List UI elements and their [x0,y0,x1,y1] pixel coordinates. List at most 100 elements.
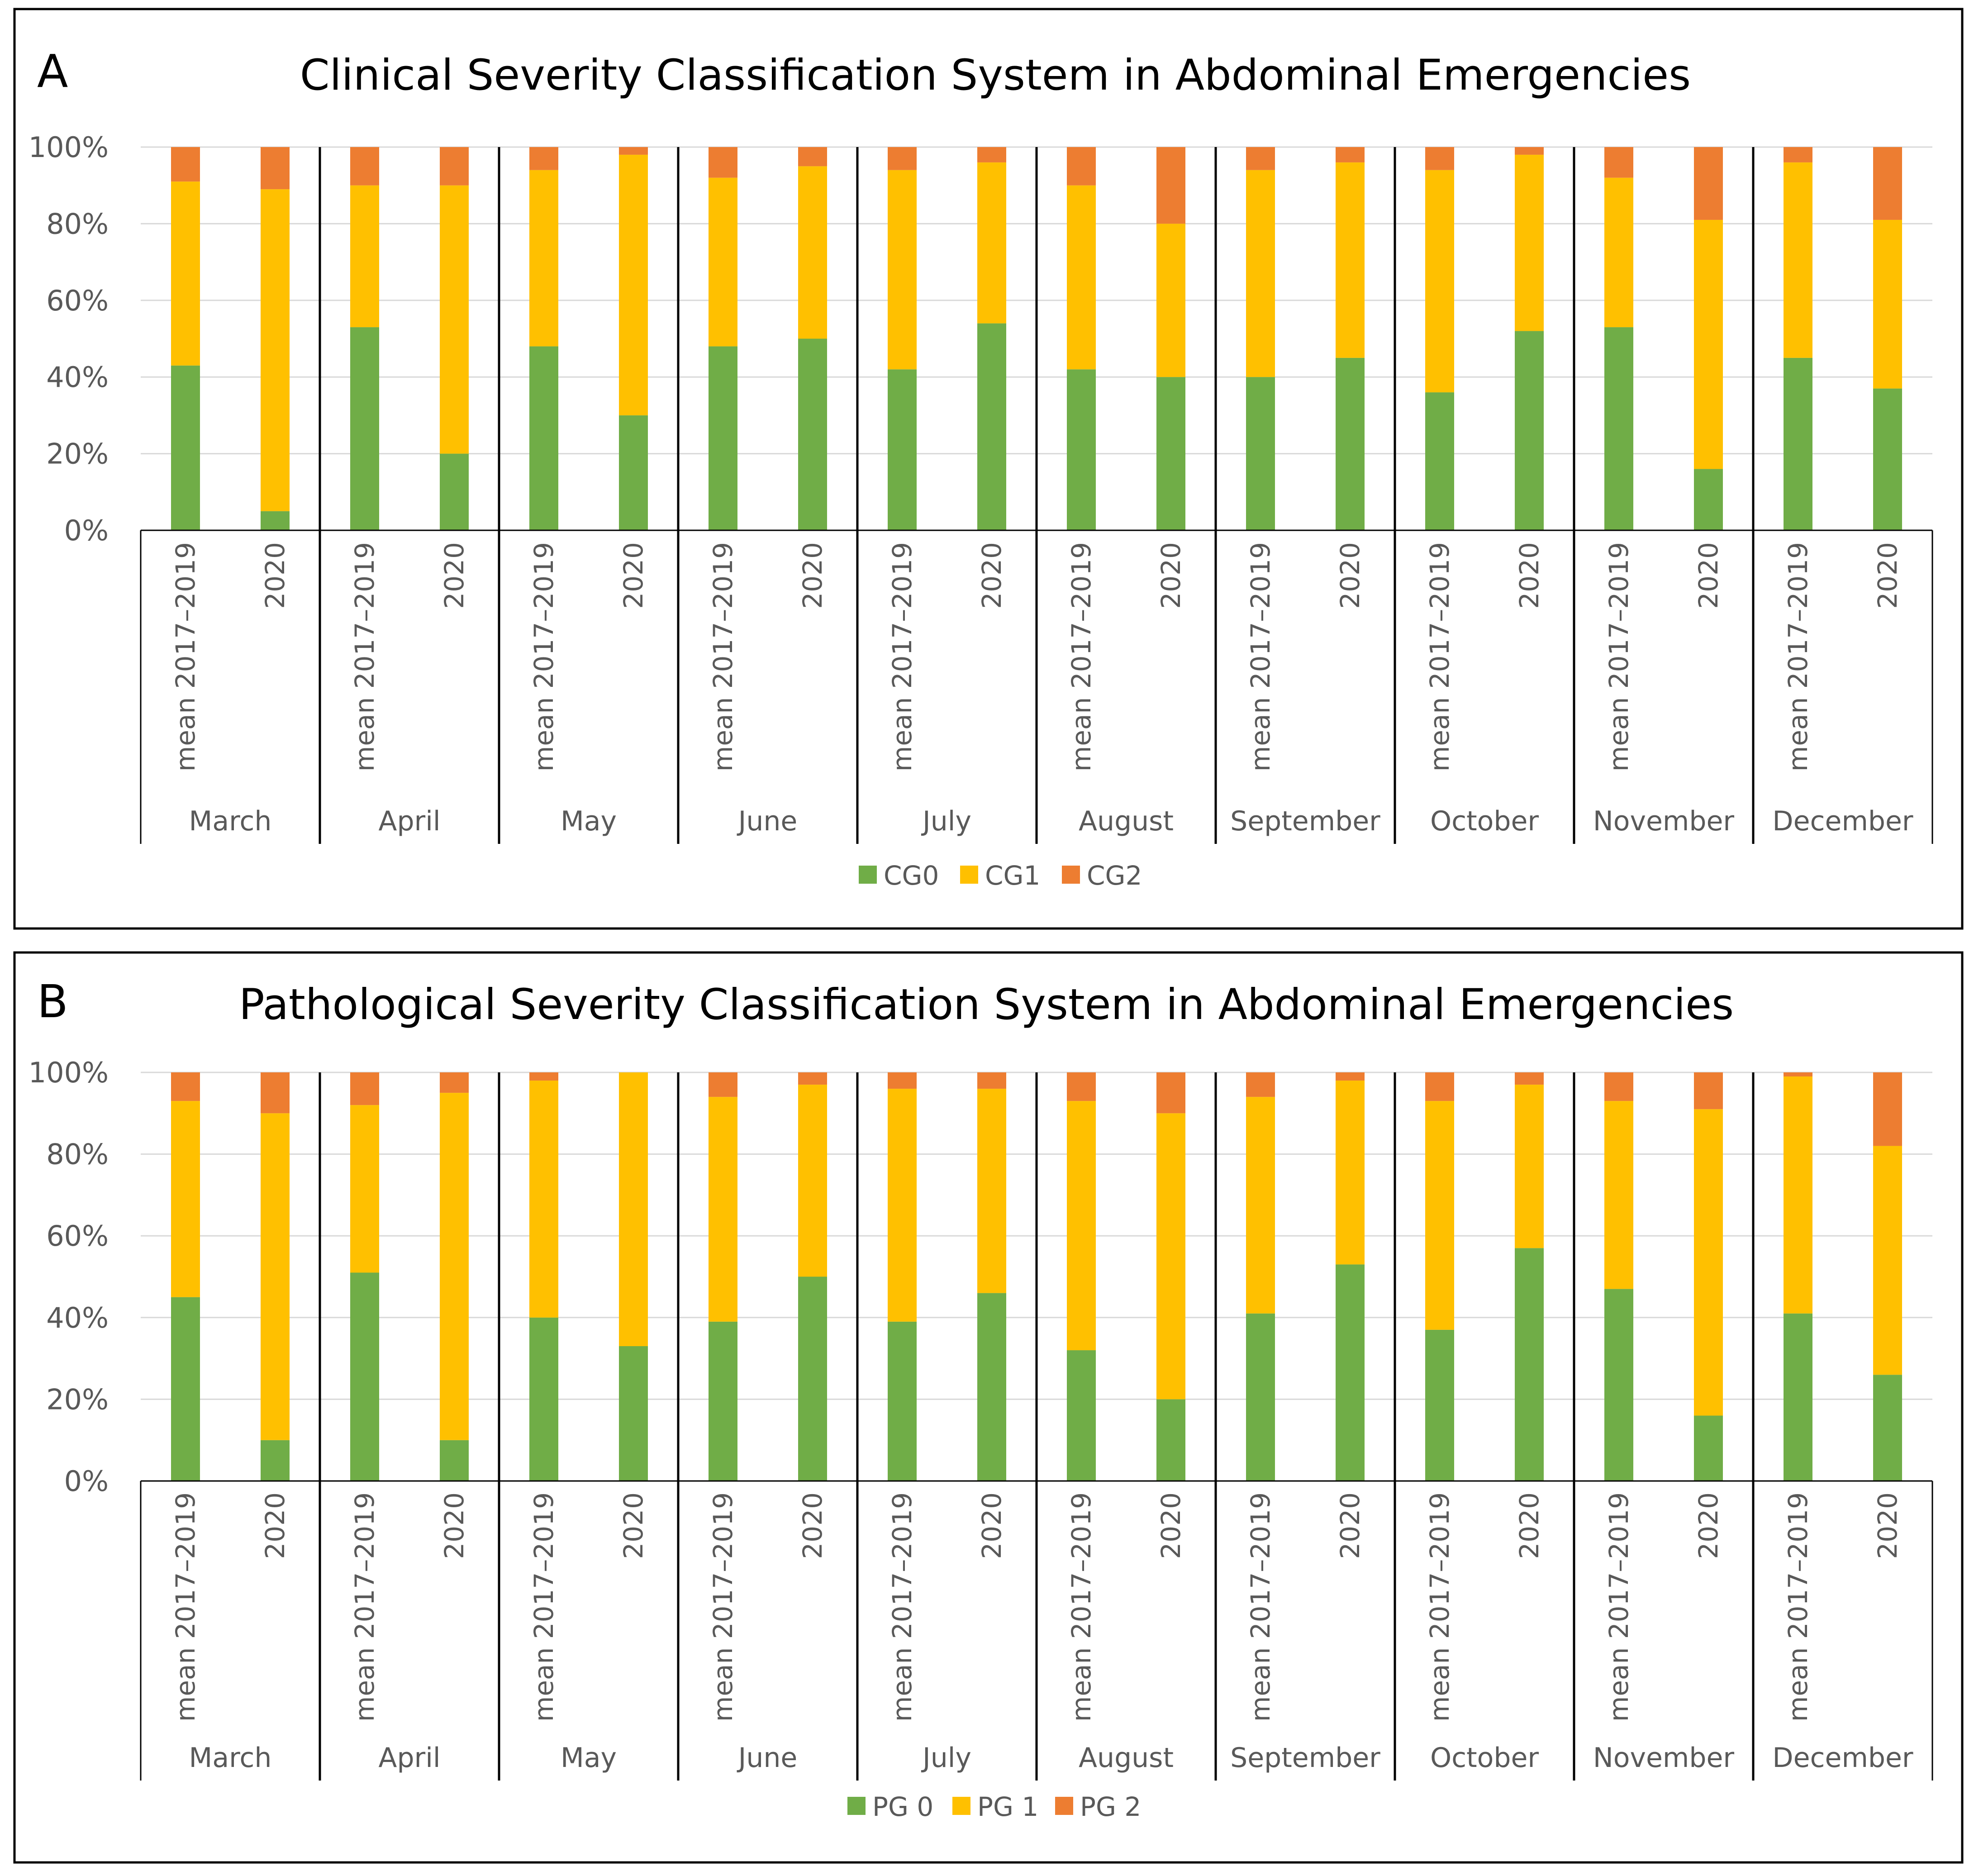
bar-segment-pg2 [261,1072,290,1114]
bar-segment-cg2 [977,147,1006,162]
bar-segment-cg0 [1873,388,1902,530]
x-tick-label: 2020 [1693,1492,1724,1559]
legend-swatch [1055,1797,1073,1815]
x-tick-label: 2020 [1335,542,1365,609]
bar-segment-cg0 [1336,357,1365,530]
bar-segment-pg1 [1604,1101,1633,1289]
bar-segment-cg0 [1067,369,1096,530]
bar-segment-cg2 [1784,147,1812,162]
plot-area: 0% 20% 40% 60% 80% 100% mean 2017–2019 2020 mean… [29,1056,1933,1781]
x-tick-label: mean 2017–2019 [170,542,201,771]
x-tick-label: mean 2017–2019 [528,542,559,771]
month-label: March [189,1742,272,1774]
bar-segment-pg2 [709,1072,737,1097]
legend-swatch [952,1797,970,1815]
bar-segment-pg0 [261,1440,290,1481]
y-tick-label: 40% [46,361,109,394]
bar-segment-pg1 [1336,1081,1365,1265]
bar-segment-cg2 [1425,147,1454,170]
y-tick-label: 40% [46,1301,109,1334]
bar-segment-cg2 [261,147,290,190]
bar-segment-pg2 [888,1072,917,1089]
x-tick-label: mean 2017–2019 [1783,1492,1813,1722]
bar-segment-cg1 [1604,177,1633,328]
bar-segment-cg2 [619,147,648,155]
x-tick-label: 2020 [439,1492,470,1559]
bar-segment-pg0 [350,1272,379,1481]
bar-segment-pg1 [798,1085,827,1277]
y-tick-label: 0% [64,1465,109,1498]
month-label: November [1593,1742,1734,1774]
y-tick-label: 100% [29,131,109,164]
x-tick-label: mean 2017–2019 [1424,542,1455,771]
bar-segment-pg0 [1515,1248,1544,1481]
x-tick-label: 2020 [260,542,290,609]
x-tick-label: 2020 [1514,1492,1545,1559]
bar-segment-cg0 [171,365,200,530]
bar-segment-cg1 [1336,162,1365,358]
bar-segment-pg1 [888,1089,917,1322]
bar-segment-pg0 [440,1440,469,1481]
bar-segment-cg2 [1604,147,1633,178]
x-tick-label: mean 2017–2019 [170,1492,201,1722]
bar-segment-cg2 [171,147,200,182]
y-tick-label: 80% [46,1138,109,1171]
bar-segment-cg0 [1246,377,1275,530]
bar-segment-cg0 [350,327,379,530]
bar-segment-pg2 [1067,1072,1096,1101]
bar-segment-cg1 [798,166,827,339]
bar-segment-pg1 [1784,1076,1812,1314]
bar-segment-cg2 [709,147,737,178]
legend-label: CG0 [884,860,939,891]
month-label: July [921,1742,971,1774]
x-tick-label: mean 2017–2019 [1603,542,1634,771]
bar-segment-pg0 [1425,1329,1454,1481]
bar-segment-pg0 [798,1276,827,1481]
month-label: October [1430,1742,1539,1774]
bar-segment-cg0 [1156,377,1185,530]
month-label: December [1772,1742,1913,1774]
x-tick-label: 2020 [976,1492,1007,1559]
bar-segment-cg1 [977,162,1006,324]
x-tick-label: 2020 [1156,542,1186,609]
bar-segment-cg2 [1336,147,1365,162]
legend: PG 0 PG 1 PG 2 [847,1791,1141,1822]
x-tick-label: mean 2017–2019 [1603,1492,1634,1722]
bar-segment-cg0 [529,346,558,530]
bar-segment-cg2 [1156,147,1185,224]
bar-segment-cg1 [350,185,379,328]
month-label: June [737,805,798,837]
bar-segment-cg0 [440,453,469,530]
x-tick-label: mean 2017–2019 [887,1492,918,1722]
bar-segment-pg2 [1604,1072,1633,1101]
month-label: November [1593,805,1734,837]
bar-segment-pg2 [529,1072,558,1081]
month-label: August [1079,805,1174,837]
bar-segment-pg1 [1425,1101,1454,1330]
y-tick-label: 0% [64,514,109,547]
bar-segment-cg1 [1246,170,1275,377]
month-label: May [561,805,617,837]
month-label: July [921,805,971,837]
bar-segment-pg1 [1694,1109,1723,1416]
bar-segment-pg2 [1246,1072,1275,1097]
legend-swatch [1062,866,1080,884]
bar-segment-pg1 [1067,1101,1096,1351]
x-tick-label: mean 2017–2019 [528,1492,559,1722]
bar-segment-pg1 [977,1089,1006,1293]
bar-segment-pg2 [171,1072,200,1101]
bar-segment-cg1 [529,170,558,347]
chart-title: Clinical Severity Classification System … [300,51,1691,100]
bar-segment-pg2 [1425,1072,1454,1101]
x-tick-label: 2020 [1156,1492,1186,1559]
bar-segment-pg0 [1336,1264,1365,1481]
x-tick-label: mean 2017–2019 [1245,542,1276,771]
bar-segment-pg0 [977,1293,1006,1481]
x-tick-label: mean 2017–2019 [708,542,738,771]
bar-segment-cg1 [171,181,200,366]
bar-segment-cg2 [529,147,558,170]
bar-segment-cg2 [350,147,379,186]
legend-label: PG 1 [977,1791,1038,1822]
legend-swatch [859,866,877,884]
bar-segment-cg0 [888,369,917,530]
